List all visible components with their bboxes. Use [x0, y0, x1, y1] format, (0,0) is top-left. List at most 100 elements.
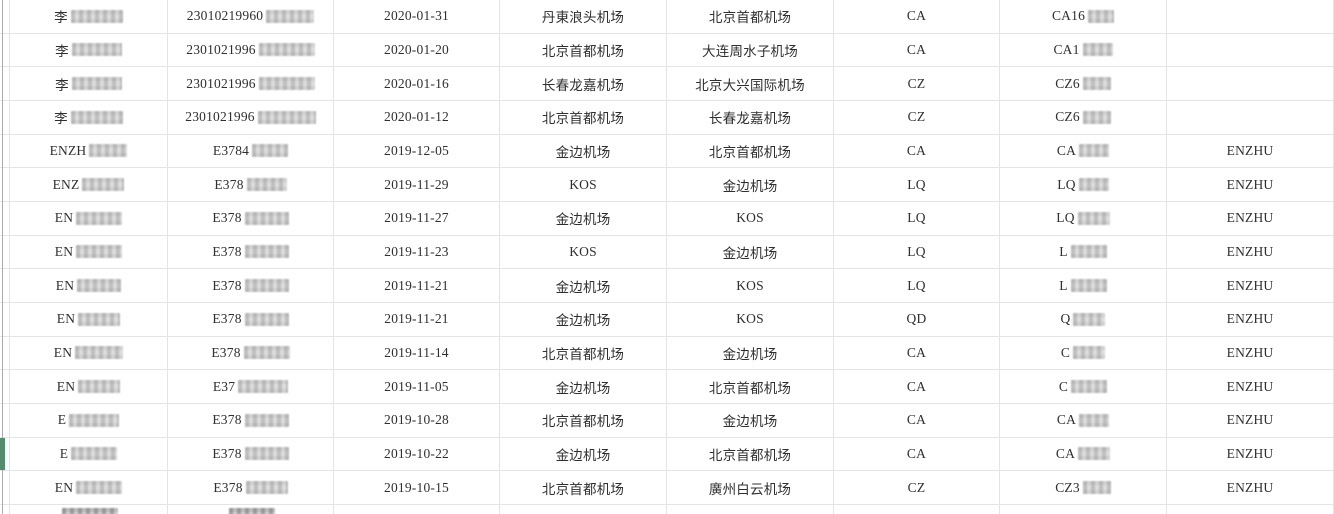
row-gutter[interactable]	[0, 100, 10, 134]
cell-departure-airport[interactable]: 北京首都机场	[500, 471, 667, 504]
cell-flight-date[interactable]: 2019-11-14	[334, 336, 500, 370]
cell-flight-date[interactable]: 2019-11-27	[334, 201, 500, 235]
cell-id-number[interactable]: 23010219960	[168, 0, 334, 33]
cell-holder-name[interactable]: ENZHU	[1167, 269, 1334, 302]
cell-name[interactable]: 李	[10, 67, 168, 100]
cell-flight-date[interactable]: 2019-10-22	[334, 437, 500, 471]
cell-name[interactable]: 李	[10, 33, 168, 67]
cell-id-number[interactable]: 2301021996	[168, 100, 334, 134]
cell-airline-code[interactable]	[834, 504, 1000, 514]
cell-holder-name[interactable]: ENZHU	[1167, 336, 1334, 370]
cell-flight-date[interactable]: 2020-01-20	[334, 33, 500, 67]
row-gutter[interactable]	[0, 437, 10, 471]
cell-arrival-airport[interactable]: 大连周水子机场	[667, 33, 834, 67]
cell-name[interactable]: EN	[10, 269, 168, 302]
cell-holder-name[interactable]	[1167, 504, 1334, 514]
row-gutter[interactable]	[0, 168, 10, 201]
cell-name[interactable]: E	[10, 403, 168, 437]
cell-departure-airport[interactable]: KOS	[500, 168, 667, 201]
cell-airline-code[interactable]: QD	[834, 302, 1000, 336]
cell-holder-name[interactable]	[1167, 33, 1334, 67]
cell-name[interactable]: 李	[10, 100, 168, 134]
cell-airline-code[interactable]: CA	[834, 437, 1000, 471]
cell-flight-number[interactable]: Q	[1000, 302, 1167, 336]
cell-departure-airport[interactable]: 北京首都机场	[500, 33, 667, 67]
cell-flight-date[interactable]: 2019-11-23	[334, 235, 500, 269]
cell-departure-airport[interactable]: 金边机场	[500, 269, 667, 302]
cell-name[interactable]: ENZH	[10, 134, 168, 168]
cell-id-number[interactable]: E378	[168, 235, 334, 269]
cell-name[interactable]: EN	[10, 471, 168, 504]
cell-id-number[interactable]: E3784	[168, 134, 334, 168]
cell-arrival-airport[interactable]	[667, 504, 834, 514]
cell-name[interactable]: 李	[10, 0, 168, 33]
cell-flight-number[interactable]: CZ3	[1000, 471, 1167, 504]
cell-airline-code[interactable]: LQ	[834, 168, 1000, 201]
cell-airline-code[interactable]: CZ	[834, 471, 1000, 504]
row-gutter[interactable]	[0, 370, 10, 403]
cell-name[interactable]: ENZ	[10, 168, 168, 201]
cell-holder-name[interactable]: ENZHU	[1167, 168, 1334, 201]
cell-holder-name[interactable]: ENZHU	[1167, 437, 1334, 471]
cell-flight-date[interactable]	[334, 504, 500, 514]
cell-arrival-airport[interactable]: 北京首都机场	[667, 0, 834, 33]
row-gutter[interactable]	[0, 471, 10, 504]
cell-departure-airport[interactable]: 北京首都机场	[500, 403, 667, 437]
cell-flight-number[interactable]: LQ	[1000, 168, 1167, 201]
row-gutter[interactable]	[0, 302, 10, 336]
cell-id-number[interactable]: 2301021996	[168, 33, 334, 67]
row-gutter[interactable]	[0, 336, 10, 370]
cell-name[interactable]: EN	[10, 370, 168, 403]
cell-flight-number[interactable]: CA	[1000, 437, 1167, 471]
cell-flight-number[interactable]: CA	[1000, 134, 1167, 168]
row-gutter[interactable]	[0, 269, 10, 302]
cell-departure-airport[interactable]: 北京首都机场	[500, 336, 667, 370]
cell-arrival-airport[interactable]: KOS	[667, 201, 834, 235]
cell-arrival-airport[interactable]: 金边机场	[667, 168, 834, 201]
row-gutter[interactable]	[0, 201, 10, 235]
cell-flight-date[interactable]: 2019-11-21	[334, 302, 500, 336]
cell-flight-number[interactable]: CZ6	[1000, 100, 1167, 134]
cell-airline-code[interactable]: CA	[834, 134, 1000, 168]
cell-arrival-airport[interactable]: KOS	[667, 302, 834, 336]
cell-airline-code[interactable]: CA	[834, 33, 1000, 67]
cell-arrival-airport[interactable]: 北京首都机场	[667, 370, 834, 403]
cell-airline-code[interactable]: CA	[834, 336, 1000, 370]
cell-flight-date[interactable]: 2020-01-31	[334, 0, 500, 33]
cell-flight-number[interactable]: CA16	[1000, 0, 1167, 33]
cell-departure-airport[interactable]: 金边机场	[500, 201, 667, 235]
cell-holder-name[interactable]: ENZHU	[1167, 235, 1334, 269]
cell-flight-number[interactable]: L	[1000, 235, 1167, 269]
cell-holder-name[interactable]: ENZHU	[1167, 201, 1334, 235]
cell-name[interactable]	[10, 504, 168, 514]
row-gutter[interactable]	[0, 403, 10, 437]
cell-arrival-airport[interactable]: 廣州白云机场	[667, 471, 834, 504]
cell-departure-airport[interactable]: 丹東浪头机场	[500, 0, 667, 33]
cell-arrival-airport[interactable]: 金边机场	[667, 403, 834, 437]
cell-id-number[interactable]: E378	[168, 336, 334, 370]
cell-arrival-airport[interactable]: 北京首都机场	[667, 134, 834, 168]
cell-flight-number[interactable]: CZ6	[1000, 67, 1167, 100]
cell-airline-code[interactable]: CZ	[834, 67, 1000, 100]
cell-airline-code[interactable]: CA	[834, 0, 1000, 33]
cell-flight-date[interactable]: 2019-10-15	[334, 471, 500, 504]
cell-flight-date[interactable]: 2019-10-28	[334, 403, 500, 437]
cell-id-number[interactable]: E378	[168, 302, 334, 336]
cell-departure-airport[interactable]: 北京首都机场	[500, 100, 667, 134]
cell-name[interactable]: EN	[10, 235, 168, 269]
cell-name[interactable]: EN	[10, 336, 168, 370]
cell-flight-date[interactable]: 2020-01-12	[334, 100, 500, 134]
cell-arrival-airport[interactable]: KOS	[667, 269, 834, 302]
cell-arrival-airport[interactable]: 长春龙嘉机场	[667, 100, 834, 134]
cell-id-number[interactable]: E378	[168, 437, 334, 471]
cell-id-number[interactable]: 2301021996	[168, 67, 334, 100]
cell-flight-date[interactable]: 2019-11-05	[334, 370, 500, 403]
cell-departure-airport[interactable]: 长春龙嘉机场	[500, 67, 667, 100]
cell-name[interactable]: EN	[10, 302, 168, 336]
cell-holder-name[interactable]: ENZHU	[1167, 302, 1334, 336]
row-gutter[interactable]	[0, 504, 10, 514]
cell-flight-date[interactable]: 2020-01-16	[334, 67, 500, 100]
cell-id-number[interactable]: E378	[168, 168, 334, 201]
cell-holder-name[interactable]: ENZHU	[1167, 370, 1334, 403]
cell-airline-code[interactable]: CA	[834, 403, 1000, 437]
